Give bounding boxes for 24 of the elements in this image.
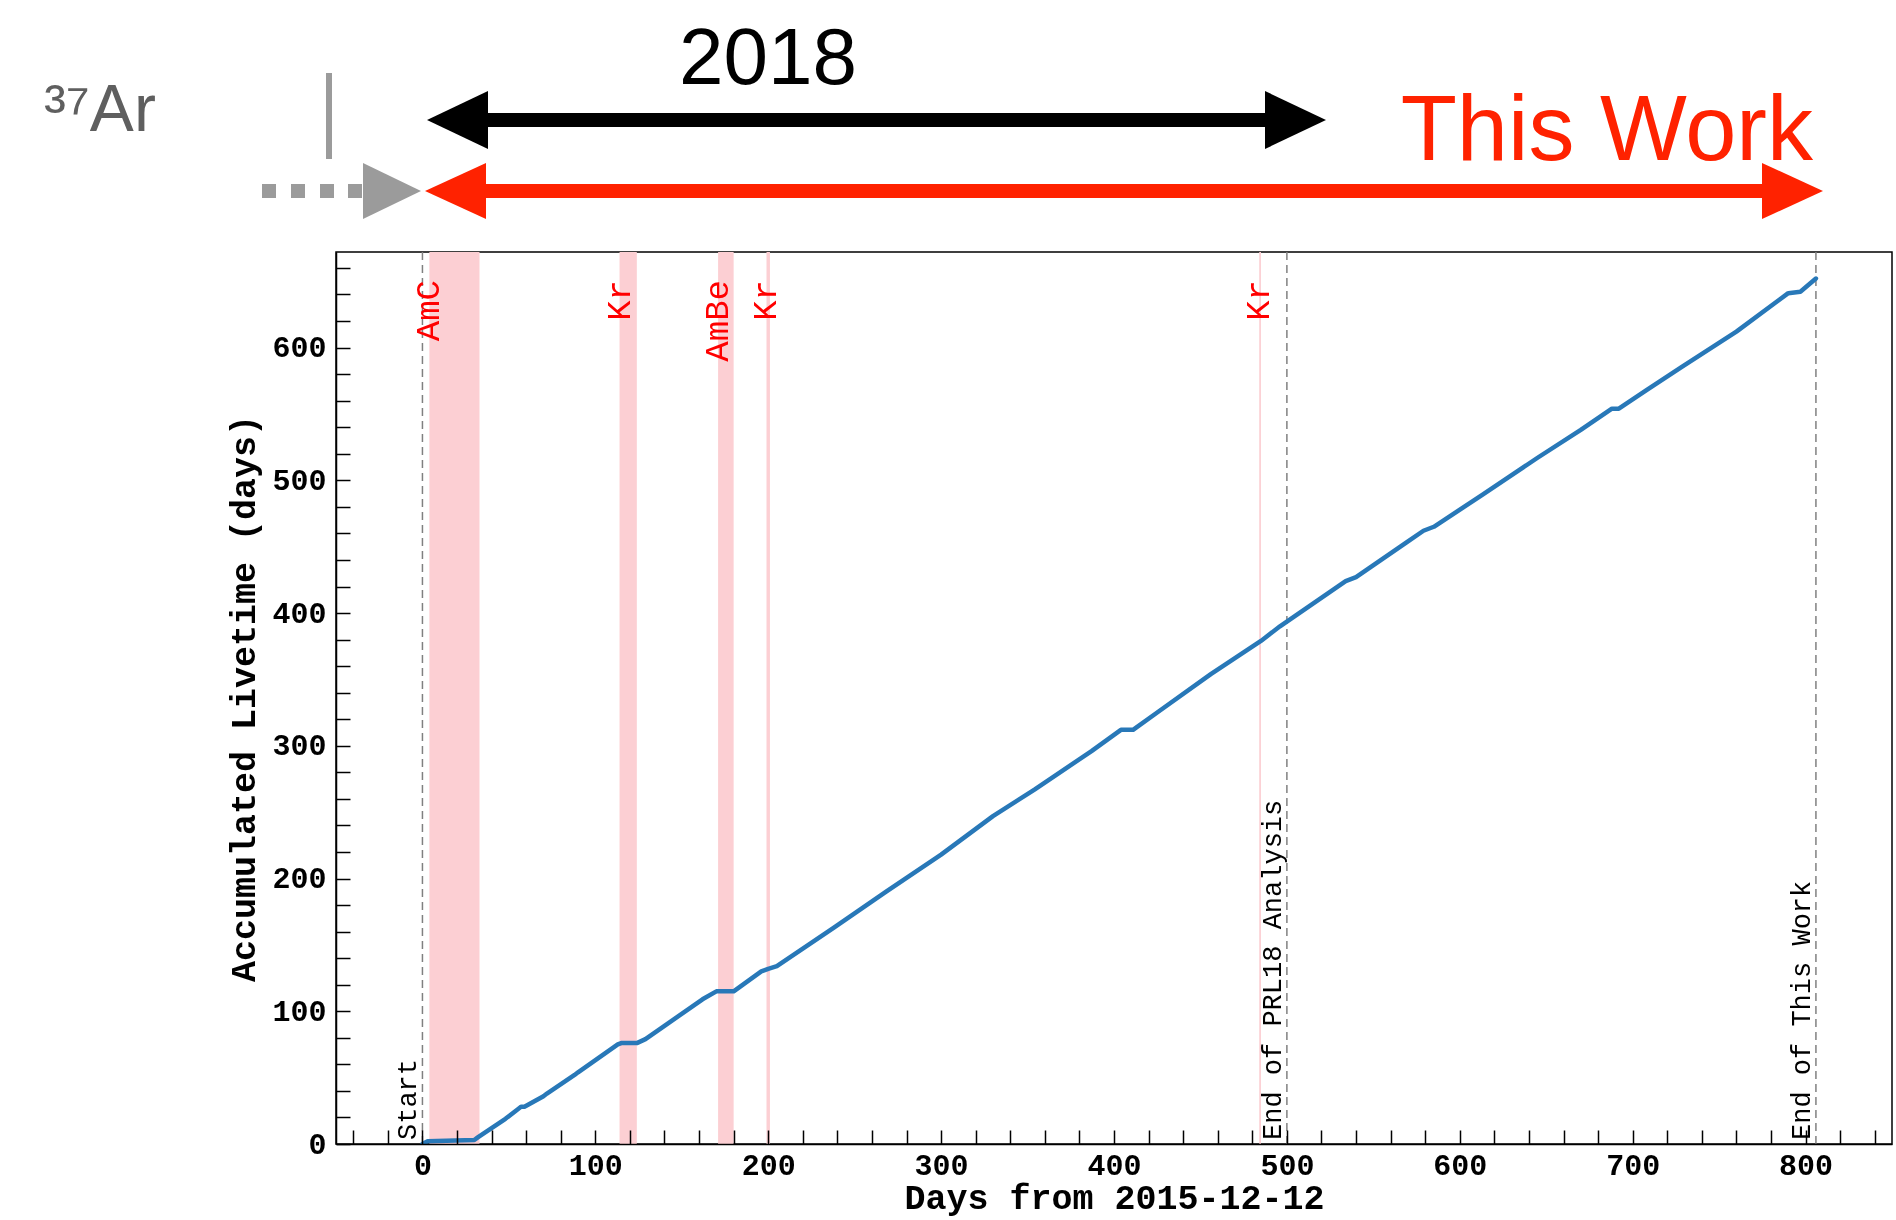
text: This Work	[1400, 77, 1814, 179]
y-axis-title: Accumulated Livetime (days)	[226, 414, 267, 983]
y-tick-label: 300	[272, 730, 327, 765]
y-tick-label: 600	[272, 332, 327, 367]
x-tick-label: 700	[1606, 1149, 1661, 1184]
band-label: Kr	[601, 280, 640, 321]
y-tick-label: 400	[272, 597, 327, 632]
band-label: Kr	[1241, 280, 1280, 321]
band-label: AmBe	[700, 280, 739, 362]
text: 2018	[679, 12, 857, 101]
y-tick-label: 200	[272, 863, 327, 898]
y-tick-label: 100	[272, 995, 327, 1030]
x-tick-label: 600	[1433, 1149, 1488, 1184]
x-tick-label: 0	[413, 1149, 432, 1184]
band-label: Kr	[748, 280, 787, 321]
x-tick-label: 200	[741, 1149, 796, 1184]
ref-line-label: End of PRL18 Analysis	[1258, 799, 1289, 1140]
y-tick-label: 500	[272, 464, 327, 499]
x-tick-label: 800	[1779, 1149, 1834, 1184]
text: ³⁷Ar	[44, 71, 156, 145]
ref-line-label: End of This Work	[1787, 880, 1818, 1140]
band-label: AmC	[411, 280, 450, 342]
ref-line-label: Start	[394, 1058, 425, 1140]
x-tick-label: 100	[568, 1149, 623, 1184]
